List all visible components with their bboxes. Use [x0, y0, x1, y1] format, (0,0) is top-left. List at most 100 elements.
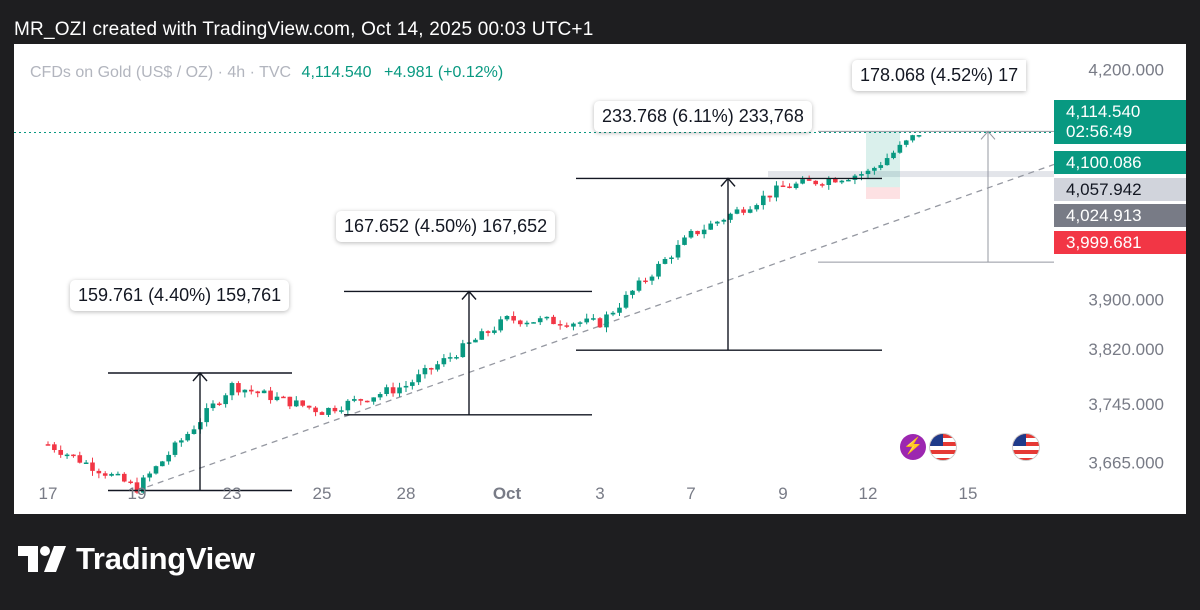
- candle-body: [826, 178, 832, 185]
- candle-body: [760, 195, 766, 206]
- candle-body: [460, 343, 466, 358]
- candle-body: [682, 237, 687, 245]
- candle-body: [454, 357, 459, 359]
- measure-label-3[interactable]: 233.768 (6.11%) 233,768: [594, 101, 812, 132]
- candle-body: [274, 396, 280, 401]
- current-price: 4,114.540: [1066, 102, 1141, 121]
- candle-body: [435, 364, 440, 370]
- candle-body: [669, 257, 674, 260]
- current-price-tag: 4,114.540 02:56:49: [1054, 100, 1186, 144]
- symbol-name: CFDs on Gold (US$ / OZ) · 4h · TVC: [30, 64, 292, 81]
- y-tick-label: 3,665.000: [1088, 454, 1164, 473]
- chart-panel[interactable]: 4,200.000 3,820.000 3,745.000 3,665.000 3,90…: [14, 44, 1186, 514]
- candle-body: [897, 144, 903, 153]
- candle-body: [910, 135, 915, 141]
- candle-body: [319, 412, 325, 415]
- x-tick-label: 7: [686, 484, 695, 503]
- candle-body: [179, 440, 184, 443]
- candle-body: [649, 276, 655, 281]
- candle-body: [109, 473, 114, 476]
- candle-body: [584, 318, 590, 323]
- support-trendline: [136, 163, 1055, 492]
- candle-body: [339, 410, 344, 412]
- candle-body: [741, 209, 746, 213]
- candle-body: [485, 331, 491, 333]
- candle-body: [571, 323, 576, 327]
- candle-body: [872, 167, 877, 171]
- candle-body: [767, 195, 773, 198]
- candle-body: [248, 389, 254, 392]
- candle-body: [153, 466, 159, 474]
- candle-body: [630, 290, 635, 295]
- candle-body: [403, 385, 409, 388]
- candle-body: [293, 400, 299, 407]
- candle-body: [819, 184, 825, 186]
- bar-countdown: 02:56:49: [1066, 122, 1133, 141]
- candle-body: [551, 316, 556, 325]
- measure-label-1[interactable]: 159.761 (4.40%) 159,761: [70, 280, 290, 311]
- candle-body: [204, 408, 209, 423]
- candle-body: [160, 461, 165, 467]
- candle-body: [531, 322, 536, 324]
- candle-body: [428, 368, 434, 370]
- candle-body: [479, 331, 485, 340]
- event-icon-lightning[interactable]: ⚡: [900, 434, 926, 460]
- event-icon-us-flag[interactable]: [1012, 433, 1040, 461]
- candle-body: [384, 387, 389, 395]
- candle-body: [115, 473, 121, 476]
- candle-body: [511, 315, 516, 321]
- candle-body: [656, 263, 661, 277]
- candle-body: [217, 403, 222, 406]
- green-level-tag: 4,100.086: [1054, 151, 1186, 174]
- candle-body: [537, 318, 543, 323]
- candle-body: [865, 170, 871, 175]
- measure-label-2[interactable]: 167.652 (4.50%) 167,652: [336, 211, 556, 242]
- resistance-band: [768, 171, 1054, 178]
- y-tick-label: 3,745.000: [1088, 395, 1164, 414]
- candle-body: [714, 221, 720, 224]
- candle-body: [261, 390, 267, 394]
- candle-body: [306, 405, 312, 408]
- candle-body: [268, 390, 273, 401]
- candle-body: [721, 219, 727, 222]
- candle-body: [332, 407, 338, 412]
- candle-body: [604, 314, 609, 328]
- measure-arrow-head: [980, 130, 996, 140]
- candle-body: [96, 470, 102, 474]
- candle-body: [695, 230, 700, 235]
- candle-body: [916, 135, 922, 137]
- event-icon-us-flag[interactable]: [929, 433, 957, 461]
- candle-body: [147, 473, 152, 478]
- measure-arrow-head: [461, 290, 477, 300]
- x-tick-label: 9: [778, 484, 787, 503]
- stop-zone: [866, 187, 900, 199]
- candle-body: [878, 165, 884, 168]
- candle-body: [524, 322, 530, 325]
- candle-body: [191, 429, 197, 434]
- candle-body: [397, 387, 402, 394]
- candle-body: [473, 339, 478, 343]
- candle-body: [45, 444, 51, 446]
- chart-header: MR_OZI created with TradingView.com, Oct…: [14, 19, 594, 40]
- candle-body: [352, 399, 357, 401]
- candle-body: [358, 399, 364, 401]
- candle-body: [891, 152, 896, 159]
- candle-body: [813, 180, 818, 185]
- candle-body: [859, 174, 864, 176]
- candle-body: [643, 280, 648, 283]
- candle-body: [564, 325, 570, 327]
- measure-arrow-head: [720, 177, 736, 187]
- candle-body: [345, 400, 351, 411]
- candle-body: [846, 179, 851, 182]
- measure-label-4[interactable]: 178.068 (4.52%) 17: [852, 60, 1027, 91]
- candle-body: [58, 450, 64, 455]
- candle-body: [90, 462, 95, 471]
- symbol-info: CFDs on Gold (US$ / OZ) · 4h · TVC 4,114…: [30, 64, 503, 82]
- candle-body: [390, 387, 396, 394]
- candle-body: [597, 318, 603, 328]
- candle-body: [326, 407, 331, 415]
- candle-body: [617, 307, 622, 313]
- x-tick-label: Oct: [493, 484, 522, 503]
- y-tick-label: 4,200.000: [1088, 61, 1164, 80]
- candle-body: [662, 258, 668, 264]
